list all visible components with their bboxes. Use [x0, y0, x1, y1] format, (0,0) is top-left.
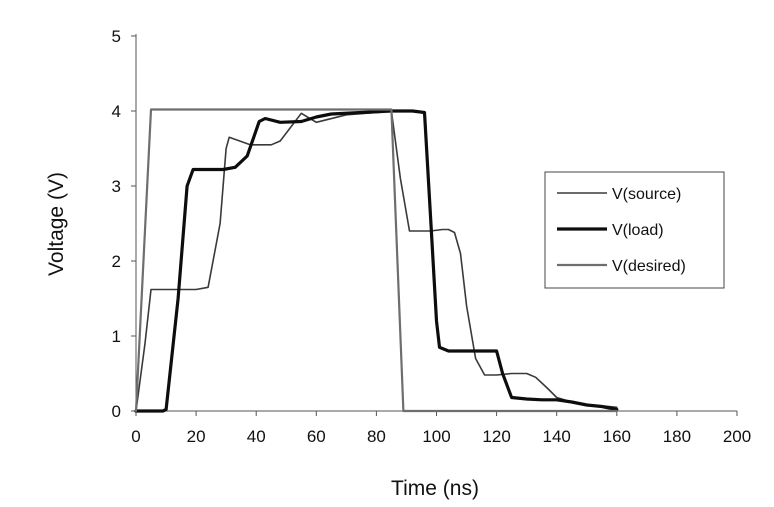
legend-label: V(desired): [612, 258, 686, 275]
y-axis-title: Voltage (V): [45, 172, 68, 276]
y-tick-label: 5: [112, 27, 121, 46]
y-tick-label: 1: [112, 327, 121, 346]
x-axis-title: Time (ns): [391, 477, 479, 500]
y-tick-labels: 0 1 2 3 4 5: [112, 27, 136, 421]
y-tick-label: 2: [112, 252, 121, 271]
legend: V(source) V(load) V(desired): [544, 171, 725, 289]
legend-label: V(load): [612, 222, 664, 239]
x-tick-label: 40: [247, 427, 266, 446]
x-tick-label: 20: [187, 427, 206, 446]
x-tick-label: 100: [422, 427, 450, 446]
x-tick-label: 60: [307, 427, 326, 446]
y-tick-label: 3: [112, 177, 121, 196]
y-tick-label: 0: [112, 402, 121, 421]
series-line-v-source: [135, 110, 618, 412]
x-tick-label: 200: [723, 427, 751, 446]
series-layer: [134, 108, 619, 413]
legend-label: V(source): [612, 186, 681, 203]
series-line-v-load: [134, 109, 619, 413]
x-tick-labels: 0 20 40 60 80 100 120 140 160 180 200: [131, 411, 751, 446]
x-tick-label: 140: [543, 427, 571, 446]
x-tick-label: 80: [367, 427, 386, 446]
x-tick-label: 120: [482, 427, 510, 446]
series-line-v-desired: [134, 108, 618, 413]
x-tick-label: 0: [131, 427, 140, 446]
x-tick-label: 160: [603, 427, 631, 446]
x-tick-label: 180: [663, 427, 691, 446]
y-tick-label: 4: [112, 102, 121, 121]
